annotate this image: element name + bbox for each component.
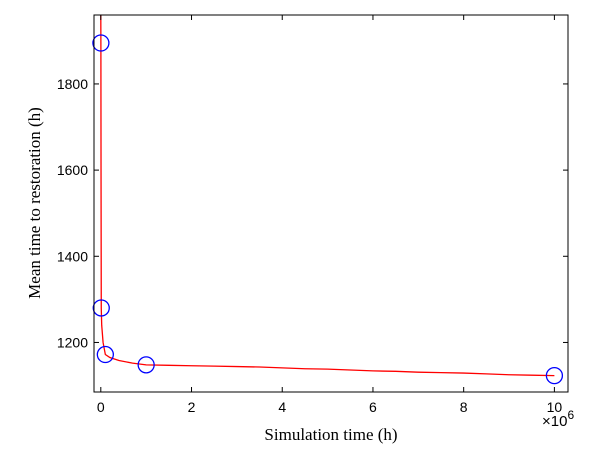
- data-point-marker: [545, 366, 564, 385]
- data-point-marker: [92, 299, 110, 317]
- x-axis-multiplier-exponent: 6: [567, 408, 574, 422]
- x-axis-multiplier: ×106: [542, 408, 574, 430]
- x-tick-label: 2: [188, 399, 196, 415]
- x-tick-label: 6: [369, 399, 377, 415]
- plot-frame: [93, 14, 569, 393]
- y-tick-label: 1200: [57, 334, 88, 350]
- x-tick-label: 0: [97, 399, 105, 415]
- x-tick-label: 10: [547, 399, 563, 415]
- series-line: [100, 15, 555, 377]
- x-axis-multiplier-base: ×10: [542, 413, 567, 430]
- y-tick-label: 1400: [57, 248, 88, 264]
- data-point-marker: [137, 356, 155, 374]
- line-layer: [100, 15, 555, 377]
- x-axis-title: Simulation time (h): [264, 425, 397, 444]
- x-tick-label: 8: [460, 399, 468, 415]
- data-point-marker: [96, 345, 114, 364]
- y-tick-label: 1600: [57, 162, 88, 178]
- x-axis-ticks: 0 2 4 6 8 10: [97, 15, 562, 415]
- y-axis-title: Mean time to restoration (h): [25, 107, 44, 299]
- x-tick-label: 4: [278, 399, 286, 415]
- marker-layer: [92, 34, 564, 385]
- data-point-marker: [92, 34, 110, 52]
- y-tick-label: 1800: [57, 76, 88, 92]
- plot-area: [94, 15, 568, 392]
- y-axis-ticks: 1200 1400 1600 1800: [57, 76, 568, 350]
